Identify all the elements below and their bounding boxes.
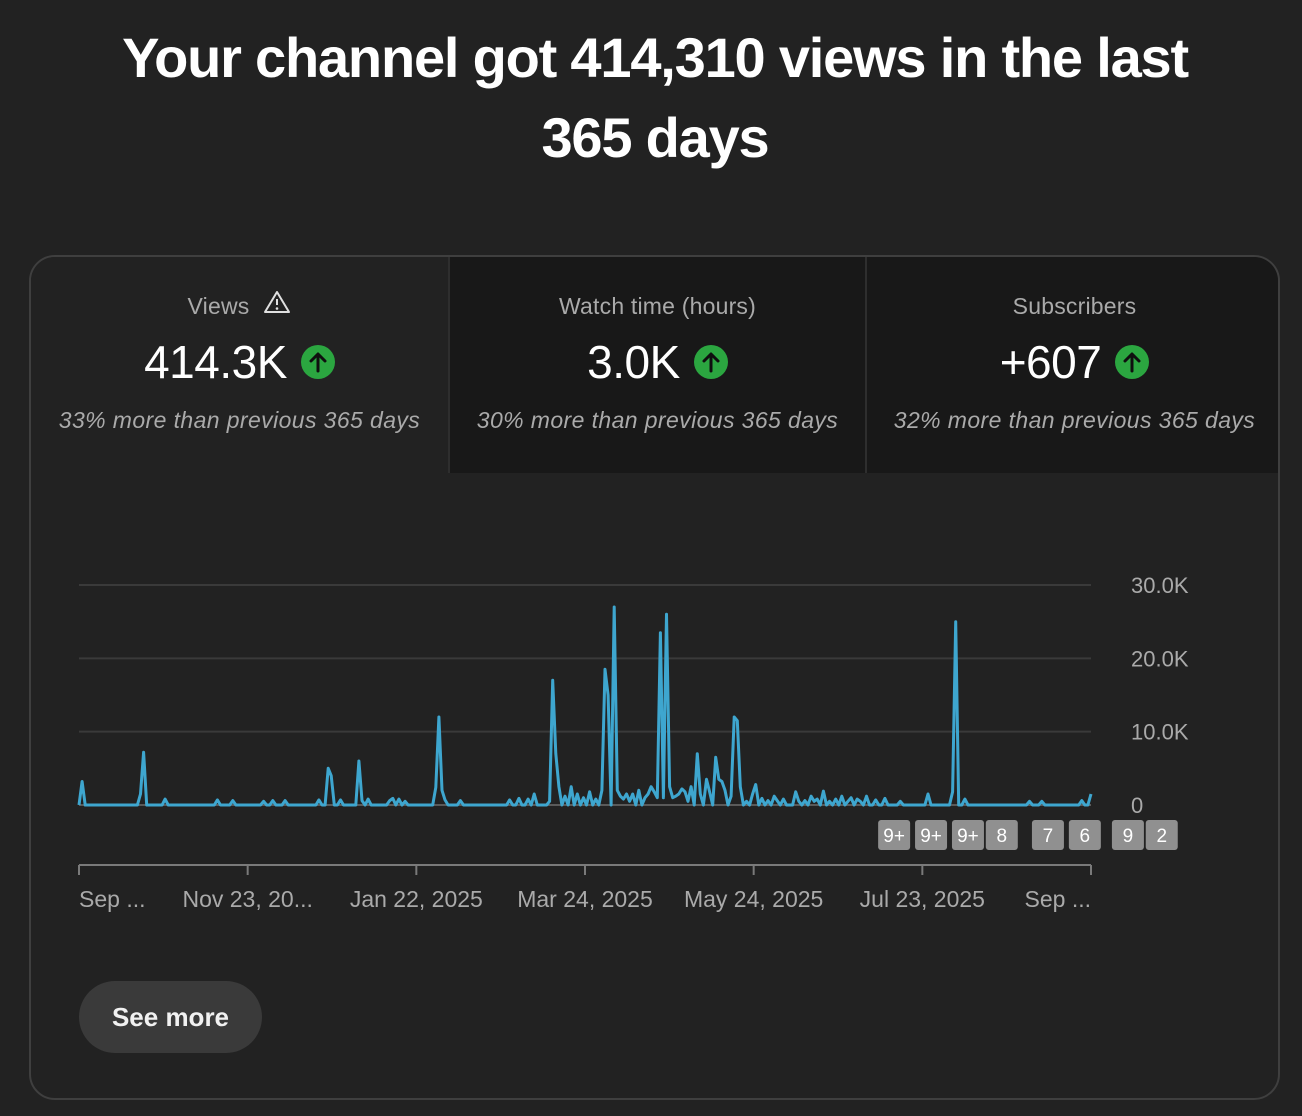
tab-watch-time-title: Watch time (hours) [558, 293, 756, 319]
upload-marker[interactable]: 2 [1145, 820, 1178, 850]
y-tick-label: 0 [1131, 793, 1143, 818]
tab-views-value: 414.3K [144, 336, 287, 388]
y-tick-label: 30.0K [1131, 573, 1189, 598]
upload-marker-box[interactable] [985, 820, 1018, 850]
upload-marker-label: 6 [1080, 826, 1091, 847]
tab-subscribers[interactable]: Subscribers +607 32% more than previous … [865, 257, 1278, 473]
upload-marker-box[interactable] [1031, 820, 1064, 850]
upload-marker-label: 8 [997, 826, 1008, 847]
analytics-card: Views 414.3K 33% more than previous 365 … [29, 255, 1280, 1100]
y-tick-label: 20.0K [1131, 646, 1189, 671]
views-series-line [77, 605, 1093, 807]
y-tick-label: 10.0K [1131, 720, 1189, 745]
tab-subscribers-value: +607 [999, 336, 1102, 388]
upload-marker-label: 7 [1043, 826, 1054, 847]
see-more-button[interactable]: See more [79, 981, 262, 1053]
upload-marker[interactable]: 9+ [951, 820, 984, 850]
tab-watch-time-note: 30% more than previous 365 days [476, 407, 839, 433]
upload-marker-box[interactable] [915, 820, 948, 850]
metric-tabs: Views 414.3K 33% more than previous 365 … [31, 257, 1278, 473]
tab-subscribers-note: 32% more than previous 365 days [893, 407, 1256, 433]
upload-marker[interactable]: 7 [1031, 820, 1064, 850]
arrow-up-circle-icon [693, 345, 728, 379]
page-title: Your channel got 414,310 views in the la… [122, 26, 1189, 169]
tab-watch-time-value: 3.0K [587, 336, 680, 388]
upload-marker[interactable]: 9 [1111, 820, 1144, 850]
upload-marker-box[interactable] [1068, 820, 1101, 850]
upload-marker-box[interactable] [878, 820, 911, 850]
upload-marker-label: 2 [1156, 826, 1167, 847]
tab-subscribers-title: Subscribers [1012, 293, 1137, 319]
x-tick-label: Sep ... [1025, 886, 1091, 912]
tab-views-note: 33% more than previous 365 days [58, 407, 421, 433]
x-tick-label: Sep ... [79, 886, 145, 912]
upload-marker[interactable]: 8 [985, 820, 1018, 850]
upload-marker-label: 9+ [920, 826, 942, 847]
views-line-chart: 0 10.0K 20.0K 30.0K 9+ 9+ 9+ 8 7 6 9 2 Sep ... Nov 23… [77, 573, 1189, 912]
upload-marker-label: 9+ [883, 826, 905, 847]
warning-icon[interactable] [263, 290, 291, 320]
upload-marker-label: 9 [1123, 826, 1134, 847]
x-tick-label: Nov 23, 20... [182, 886, 312, 912]
upload-marker-box[interactable] [1111, 820, 1144, 850]
tab-views[interactable]: Views 414.3K 33% more than previous 365 … [31, 257, 448, 473]
upload-marker[interactable]: 9+ [915, 820, 948, 850]
x-tick-label: Mar 24, 2025 [517, 886, 653, 912]
upload-marker-label: 9+ [957, 826, 979, 847]
upload-marker[interactable]: 9+ [878, 820, 911, 850]
x-tick-label: May 24, 2025 [684, 886, 823, 912]
arrow-up-circle-icon [1115, 345, 1150, 379]
tab-views-title: Views [187, 293, 250, 319]
tab-watch-time[interactable]: Watch time (hours) 3.0K 30% more than pr… [448, 257, 865, 473]
upload-marker-box[interactable] [951, 820, 984, 850]
x-tick-label: Jul 23, 2025 [860, 886, 985, 912]
upload-marker[interactable]: 6 [1068, 820, 1101, 850]
x-tick-label: Jan 22, 2025 [350, 886, 483, 912]
upload-marker-box[interactable] [1145, 820, 1178, 850]
arrow-up-circle-icon [300, 345, 335, 379]
